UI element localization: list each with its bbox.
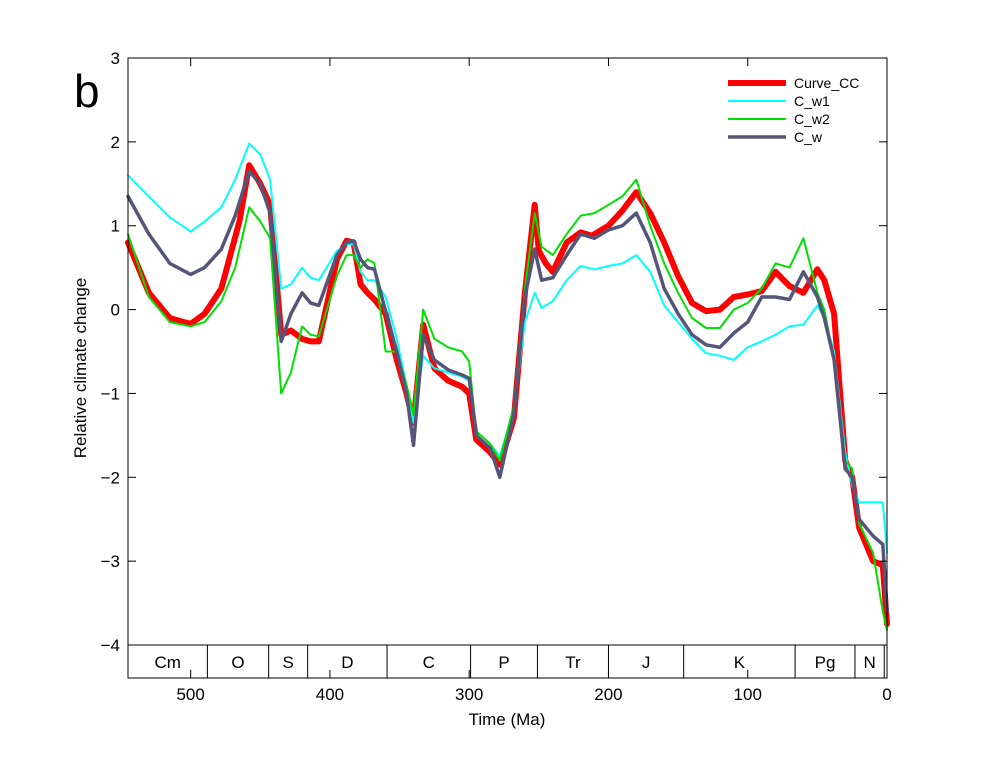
x-tick-label: 500: [176, 685, 204, 704]
period-label-s: S: [282, 653, 293, 672]
period-label-p: P: [498, 653, 509, 672]
series-line-curve-cc: [125, 162, 890, 627]
period-bar-background: [128, 645, 887, 678]
y-tick-label: 1: [111, 217, 120, 236]
y-tick-label: 3: [111, 49, 120, 68]
period-label-k: K: [734, 653, 746, 672]
x-tick-label: 300: [455, 685, 483, 704]
y-axis-title: Relative climate change: [71, 278, 90, 458]
period-label-j: J: [642, 653, 651, 672]
y-tick-label: −3: [101, 552, 120, 571]
y-tick-label: 2: [111, 133, 120, 152]
series-line-c-w2: [127, 178, 888, 631]
period-bar: Cm O S D C P Tr J K Pg N: [128, 645, 887, 678]
legend-label: C_w2: [794, 111, 830, 127]
axes: −4 −3 −2 −1 0 1 2 3 500 400 300 200 100 0: [101, 49, 892, 704]
plot-frame: [127, 57, 888, 679]
period-label-pg: Pg: [815, 653, 836, 672]
legend: Curve_CC C_w1 C_w2 C_w: [722, 72, 870, 154]
x-tick-label: 200: [594, 685, 622, 704]
period-label-d: D: [341, 653, 353, 672]
x-tick-label: 100: [734, 685, 762, 704]
period-label-c: C: [423, 653, 435, 672]
legend-label: C_w: [794, 129, 823, 145]
y-tick-label: 0: [111, 301, 120, 320]
series-line-c-w: [126, 169, 889, 614]
legend-label: C_w1: [794, 93, 830, 109]
x-tick-label: 400: [316, 685, 344, 704]
x-tick-label: 0: [882, 685, 891, 704]
period-label-cm: Cm: [154, 653, 180, 672]
period-label-o: O: [231, 653, 244, 672]
y-tick-label: −2: [101, 468, 120, 487]
series-line-c-w1: [127, 142, 888, 554]
y-tick-label: −1: [101, 384, 120, 403]
x-axis-title: Time (Ma): [469, 710, 546, 729]
period-label-n: N: [863, 653, 875, 672]
panel-letter: b: [74, 65, 100, 117]
period-label-tr: Tr: [565, 653, 581, 672]
legend-label: Curve_CC: [794, 75, 859, 91]
series-layer: [125, 142, 890, 631]
y-tick-label: −4: [101, 636, 120, 655]
